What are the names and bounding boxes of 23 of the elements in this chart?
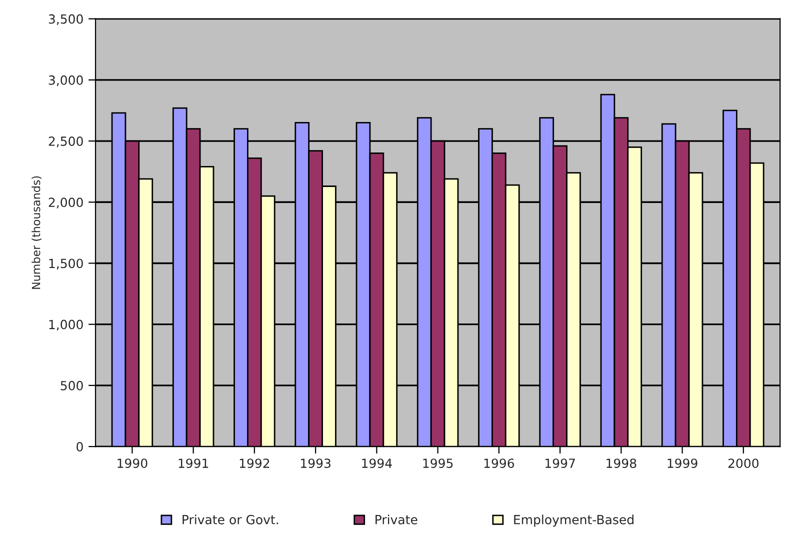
legend-label: Employment-Based <box>514 514 634 527</box>
x-tick-label: 1998 <box>606 458 636 468</box>
x-tick-label: 1990 <box>118 458 148 468</box>
legend-label: Private or Govt. <box>182 514 278 524</box>
x-tick-label: 1994 <box>362 458 392 468</box>
y-tick-label: 2,500 <box>48 136 83 148</box>
legend-label: Private <box>376 514 418 524</box>
y-axis-title: Number (thousands) <box>32 176 42 289</box>
x-tick-label: 1992 <box>240 458 270 468</box>
x-tick-label: 1991 <box>178 458 208 468</box>
y-tick-label: 3,000 <box>48 75 83 86</box>
y-tick-label: 0 <box>76 442 83 452</box>
x-tick-label: 1996 <box>484 458 514 468</box>
x-tick-label: 1993 <box>301 458 330 468</box>
x-tick-label: 1999 <box>668 458 698 468</box>
y-tick-label: 3,500 <box>48 14 83 26</box>
x-tick-label: 2000 <box>728 458 758 468</box>
y-tick-label: 1,000 <box>49 320 83 331</box>
y-tick-label: 500 <box>60 380 83 390</box>
x-tick-label: 1997 <box>546 458 575 468</box>
y-tick-label: 2,000 <box>48 198 83 208</box>
y-tick-label: 1,500 <box>49 258 83 270</box>
x-tick-label: 1995 <box>423 458 453 468</box>
